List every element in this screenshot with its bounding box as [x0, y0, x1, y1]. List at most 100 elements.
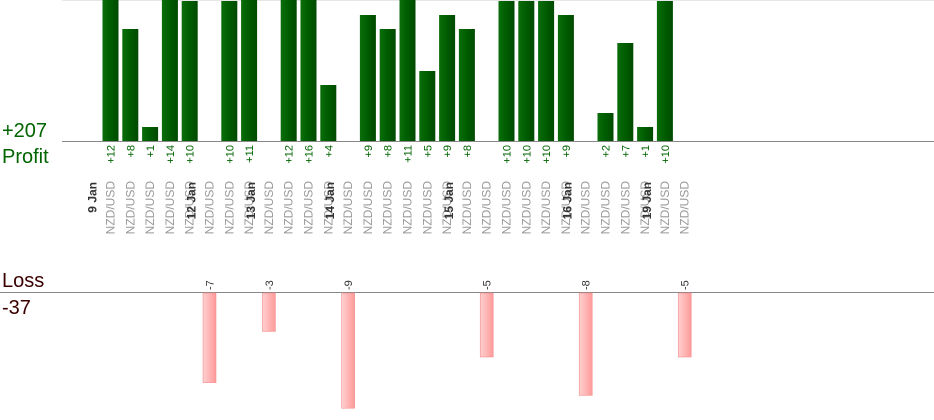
profit-bar: [617, 43, 634, 141]
loss-bar: [578, 292, 593, 396]
pair-label: NZD/USD: [480, 181, 494, 235]
profit-value-label: +9: [363, 145, 375, 158]
loss-value-label: -8: [581, 280, 593, 290]
profit-value-label: +9: [442, 145, 454, 158]
loss-label: Loss: [2, 270, 45, 292]
profit-value-label: +10: [541, 145, 553, 164]
pair-label: NZD/USD: [599, 181, 613, 235]
profit-bar: [142, 127, 159, 141]
loss-bar: [262, 292, 276, 332]
profit-bar: [399, 0, 416, 141]
profit-bar: [439, 15, 456, 141]
date-label: 9 Jan: [86, 182, 100, 213]
loss-bar: [341, 292, 355, 409]
loss-value-label: -9: [343, 280, 355, 290]
pair-label: NZD/USD: [341, 181, 355, 235]
profit-value-label: +10: [224, 145, 236, 164]
pair-label: NZD/USD: [302, 181, 316, 235]
pair-label: NZD/USD: [381, 181, 395, 235]
profit-label: Profit: [2, 146, 49, 168]
profit-value-label: +8: [125, 145, 137, 158]
profit-bar: [241, 0, 258, 141]
loss-bar: [202, 292, 217, 383]
profit-bar: [597, 113, 614, 141]
pair-label: NZD/USD: [460, 181, 474, 235]
profit-bar: [458, 29, 475, 141]
pair-label: NZD/USD: [618, 181, 632, 235]
pair-label: NZD/USD: [519, 181, 533, 235]
profit-bar: [161, 0, 178, 141]
pair-label: NZD/USD: [440, 181, 454, 235]
loss-total: -37: [2, 297, 31, 319]
profit-value-label: +12: [106, 145, 118, 164]
pair-label: NZD/USD: [539, 181, 553, 235]
date-label: 12 Jan: [185, 182, 199, 219]
profit-value-label: +10: [502, 145, 514, 164]
profit-bar: [419, 71, 436, 141]
profit-value-label: +10: [660, 145, 672, 164]
pair-label: NZD/USD: [183, 181, 197, 235]
loss-value-label: -7: [205, 280, 217, 290]
profit-value-label: +14: [165, 145, 177, 164]
pair-label: NZD/USD: [143, 181, 157, 235]
pair-label: NZD/USD: [559, 181, 573, 235]
profit-bar: [538, 1, 555, 141]
pair-label: NZD/USD: [104, 181, 118, 235]
profit-value-label: +16: [304, 145, 316, 164]
loss-value-label: -5: [482, 280, 494, 290]
pair-label: NZD/USD: [361, 181, 375, 235]
loss-value-label: -3: [264, 280, 276, 290]
pair-label: NZD/USD: [658, 181, 672, 235]
profit-bar: [280, 0, 297, 141]
loss-value-label: -5: [680, 280, 692, 290]
profit-bar: [320, 85, 337, 141]
pair-label: NZD/USD: [500, 181, 514, 235]
profit-value-label: +8: [462, 145, 474, 158]
profit-value-label: +1: [640, 145, 652, 158]
pair-label: NZD/USD: [321, 181, 335, 235]
profit-bar: [102, 0, 119, 141]
pair-label: NZD/USD: [678, 181, 692, 235]
profit-value-label: +9: [561, 145, 573, 158]
profit-value-label: +8: [383, 145, 395, 158]
pair-label: NZD/USD: [163, 181, 177, 235]
profit-bar: [637, 127, 654, 141]
profit-value-label: +11: [244, 145, 256, 163]
profit-value-label: +12: [284, 145, 296, 164]
profit-bar: [221, 1, 238, 141]
date-label: 15 Jan: [442, 182, 456, 219]
date-label: 16 Jan: [561, 182, 575, 219]
profit-value-label: +4: [323, 145, 335, 158]
profit-value-label: +2: [601, 145, 613, 158]
date-label: 19 Jan: [640, 182, 654, 219]
profit-value-label: +7: [620, 145, 632, 158]
pair-label: NZD/USD: [222, 181, 236, 235]
loss-bar: [479, 292, 494, 358]
profit-bar: [181, 1, 198, 141]
pair-label: NZD/USD: [242, 181, 256, 235]
date-label: 14 Jan: [323, 182, 337, 219]
profit-bar: [300, 0, 317, 141]
pair-label: NZD/USD: [420, 181, 434, 235]
profit-value-label: +11: [403, 145, 415, 163]
pair-label: NZD/USD: [638, 181, 652, 235]
pair-label: NZD/USD: [401, 181, 415, 235]
profit-value-label: +1: [145, 145, 157, 158]
profit-bar: [359, 15, 376, 141]
pair-label: NZD/USD: [282, 181, 296, 235]
profit-bar: [557, 15, 574, 141]
profit-bar: [518, 1, 535, 141]
profit-bar: [656, 1, 673, 141]
profit-bar: [379, 29, 396, 141]
profit-bar: [122, 29, 139, 141]
profit-value-label: +5: [422, 145, 434, 158]
pair-label: NZD/USD: [262, 181, 276, 235]
profit-bar: [498, 1, 515, 141]
pair-label: NZD/USD: [579, 181, 593, 235]
profit-value-label: +10: [521, 145, 533, 164]
pair-label: NZD/USD: [203, 181, 217, 235]
date-label: 13 Jan: [244, 182, 258, 219]
profit-value-label: +10: [185, 145, 197, 164]
loss-bar: [677, 292, 692, 358]
